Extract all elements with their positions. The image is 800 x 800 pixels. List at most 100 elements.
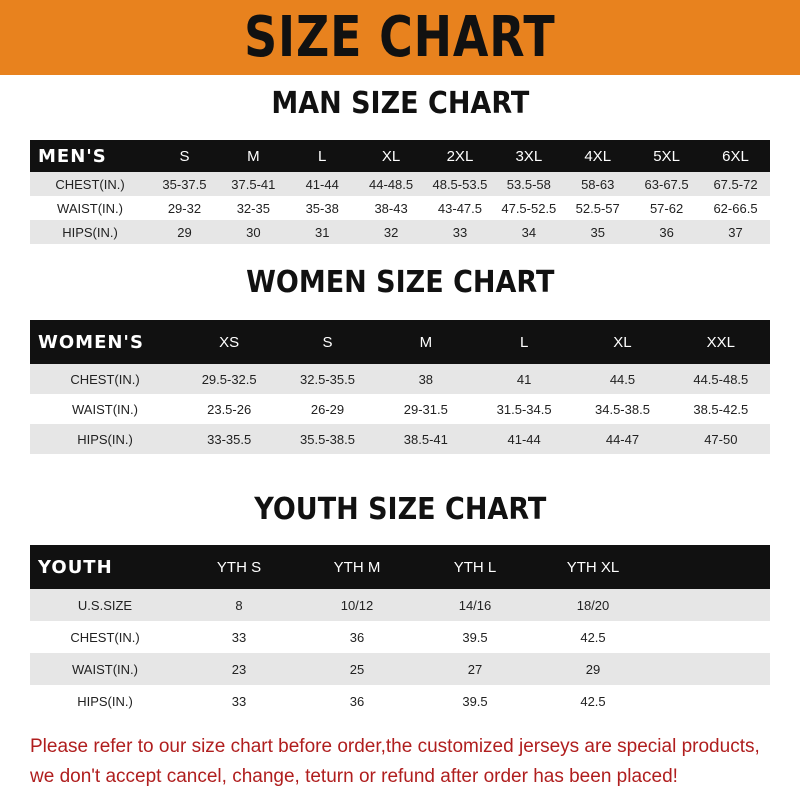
- row-label: CHEST(IN.): [30, 621, 180, 653]
- youth-title: YOUTH SIZE CHART: [253, 492, 547, 527]
- size-header: YTH S: [180, 545, 298, 589]
- size-value: 39.5: [416, 621, 534, 653]
- size-value: 58-63: [563, 172, 633, 196]
- table-row: CHEST(IN.) 33 36 39.5 42.5: [30, 621, 770, 653]
- size-value: 42.5: [534, 621, 652, 653]
- youth-size-table: YOUTH YTH S YTH M YTH L YTH XL U.S.SIZE 8 10/12…: [30, 545, 770, 717]
- size-value: 29: [150, 220, 219, 244]
- row-label: HIPS(IN.): [30, 685, 180, 717]
- size-chart-banner: SIZE CHART: [0, 0, 800, 75]
- size-value: 52.5-57: [563, 196, 633, 220]
- size-value: 36: [298, 621, 416, 653]
- row-label: CHEST(IN.): [30, 364, 180, 394]
- size-value: 63-67.5: [632, 172, 702, 196]
- size-value: 67.5-72: [701, 172, 770, 196]
- row-label: HIPS(IN.): [30, 424, 180, 454]
- size-value: 35: [563, 220, 633, 244]
- size-header: XS: [180, 320, 279, 364]
- size-header: YTH L: [416, 545, 534, 589]
- header-row: YOUTH YTH S YTH M YTH L YTH XL: [30, 545, 770, 589]
- size-value: 47.5-52.5: [494, 196, 564, 220]
- row-label: U.S.SIZE: [30, 589, 180, 621]
- size-value: 47-50: [671, 424, 770, 454]
- size-value: 53.5-58: [494, 172, 564, 196]
- table-row: WAIST(IN.) 23.5-26 26-29 29-31.5 31.5-34.5 34…: [30, 394, 770, 424]
- table-row: CHEST(IN.) 35-37.5 37.5-41 41-44 44-48.5 48.5…: [30, 172, 770, 196]
- table-row: CHEST(IN.) 29.5-32.5 32.5-35.5 38 41 44.5 44.5…: [30, 364, 770, 394]
- size-header: XXL: [671, 320, 770, 364]
- size-value: 29-31.5: [376, 394, 475, 424]
- size-value: 23: [180, 653, 298, 685]
- size-header: S: [278, 320, 377, 364]
- size-header: YTH M: [298, 545, 416, 589]
- size-value: 44.5: [573, 364, 672, 394]
- size-value: 57-62: [632, 196, 702, 220]
- size-value: 31.5-34.5: [474, 394, 574, 424]
- size-value: 25: [298, 653, 416, 685]
- size-value: 27: [416, 653, 534, 685]
- size-header: 2XL: [425, 140, 495, 172]
- size-value: 8: [180, 589, 298, 621]
- size-value: 35.5-38.5: [278, 424, 377, 454]
- size-value: 34: [494, 220, 564, 244]
- row-label: WAIST(IN.): [30, 196, 151, 220]
- size-value: 37.5-41: [218, 172, 288, 196]
- notice-line-1: Please refer to our size chart before or…: [30, 736, 760, 757]
- table-head-label: YOUTH: [30, 545, 180, 589]
- size-value: 29.5-32.5: [180, 364, 279, 394]
- size-value: 62-66.5: [701, 196, 770, 220]
- header-row: MEN'S S M L XL 2XL 3XL 4XL 5XL 6XL: [30, 140, 770, 172]
- size-value: 41: [474, 364, 574, 394]
- order-notice: Please refer to our size chart before or…: [30, 732, 790, 792]
- size-value: 44-48.5: [356, 172, 426, 196]
- header-row: WOMEN'S XS S M L XL XXL: [30, 320, 770, 364]
- banner-title: SIZE CHART: [244, 5, 556, 70]
- size-header: L: [287, 140, 357, 172]
- size-value: 39.5: [416, 685, 534, 717]
- row-label: CHEST(IN.): [30, 172, 151, 196]
- empty-header: [652, 545, 770, 589]
- men-title: MAN SIZE CHART: [271, 86, 529, 121]
- size-value: 35-38: [287, 196, 357, 220]
- size-header: M: [376, 320, 475, 364]
- size-value: 41-44: [287, 172, 357, 196]
- size-value: 44.5-48.5: [671, 364, 770, 394]
- size-value: 41-44: [474, 424, 574, 454]
- size-header: S: [150, 140, 219, 172]
- table-row: U.S.SIZE 8 10/12 14/16 18/20: [30, 589, 770, 621]
- row-label: HIPS(IN.): [30, 220, 151, 244]
- men-size-table: MEN'S S M L XL 2XL 3XL 4XL 5XL 6XL CHEST(IN.) 35-37…: [30, 140, 770, 244]
- size-value: 32: [356, 220, 426, 244]
- size-value: 36: [632, 220, 702, 244]
- table-row: HIPS(IN.) 33-35.5 35.5-38.5 38.5-41 41-44 44-…: [30, 424, 770, 454]
- size-value: 48.5-53.5: [425, 172, 495, 196]
- empty-cell: [652, 653, 770, 685]
- row-label: WAIST(IN.): [30, 394, 180, 424]
- women-size-table: WOMEN'S XS S M L XL XXL CHEST(IN.) 29.5-32.5 32.5…: [30, 320, 770, 454]
- size-value: 29-32: [150, 196, 219, 220]
- size-value: 38: [376, 364, 475, 394]
- notice-line-2: we don't accept cancel, change, teturn o…: [30, 766, 678, 787]
- size-header: XL: [356, 140, 426, 172]
- empty-cell: [652, 685, 770, 717]
- empty-cell: [652, 621, 770, 653]
- size-value: 42.5: [534, 685, 652, 717]
- size-value: 37: [701, 220, 770, 244]
- table-row: WAIST(IN.) 29-32 32-35 35-38 38-43 43-47.5 47.…: [30, 196, 770, 220]
- size-value: 29: [534, 653, 652, 685]
- table-head-label: WOMEN'S: [30, 320, 180, 364]
- size-header: 4XL: [563, 140, 633, 172]
- size-value: 18/20: [534, 589, 652, 621]
- size-header: 5XL: [632, 140, 702, 172]
- table-row: WAIST(IN.) 23 25 27 29: [30, 653, 770, 685]
- size-value: 38.5-41: [376, 424, 475, 454]
- size-value: 31: [287, 220, 357, 244]
- size-value: 14/16: [416, 589, 534, 621]
- table-row: HIPS(IN.) 29 30 31 32 33 34 35 36 37: [30, 220, 770, 244]
- table-row: HIPS(IN.) 33 36 39.5 42.5: [30, 685, 770, 717]
- size-value: 10/12: [298, 589, 416, 621]
- size-header: M: [218, 140, 288, 172]
- size-value: 33: [180, 685, 298, 717]
- size-value: 26-29: [278, 394, 377, 424]
- size-value: 33: [180, 621, 298, 653]
